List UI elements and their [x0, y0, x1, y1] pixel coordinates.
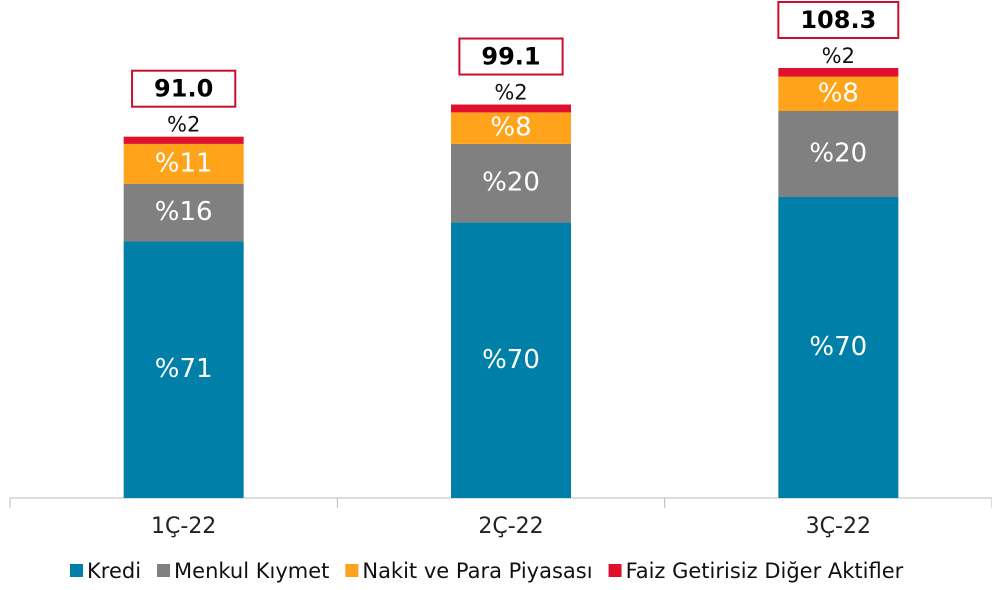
segment-label: %2: [822, 44, 855, 68]
segment-label: %71: [155, 354, 213, 384]
bar-segment: [451, 222, 571, 499]
bar-segment: [123, 183, 244, 242]
segment-label: %11: [155, 148, 213, 178]
legend-swatch: [345, 564, 359, 577]
x-tick-label: 3Ç-22: [806, 514, 871, 539]
bar-segment: [778, 68, 899, 77]
bar-segment: [778, 111, 899, 197]
legend-swatch: [157, 564, 171, 577]
legend-label: Faiz Getirisiz Diğer Aktifler: [626, 559, 904, 583]
segment-label: %8: [818, 78, 859, 108]
bar-segment: [451, 112, 571, 144]
total-box: [777, 1, 900, 39]
legend-label: Kredi: [87, 559, 141, 583]
segment-label: %20: [809, 139, 867, 169]
total-box: [458, 37, 564, 76]
legend-label: Nakit ve Para Piyasası: [362, 559, 592, 583]
segment-label: %70: [809, 332, 867, 362]
segment-label: %2: [494, 81, 527, 105]
segment-label: %20: [482, 168, 540, 198]
bar-segment: [778, 76, 899, 111]
bar-segment: [123, 136, 244, 144]
bar-segment: [123, 143, 244, 184]
legend-label: Menkul Kıymet: [174, 559, 329, 583]
total-label: 91.0: [154, 75, 213, 103]
bar-segment: [123, 241, 244, 499]
x-tick-label: 2Ç-22: [478, 514, 543, 539]
total-label: 108.3: [800, 6, 876, 34]
legend-swatch: [608, 564, 622, 577]
bar-segment: [778, 197, 899, 498]
segment-label: %16: [155, 197, 213, 227]
segment-label: %2: [167, 113, 200, 137]
bar-segment: [451, 104, 571, 113]
total-label: 99.1: [481, 43, 540, 71]
segment-label: %70: [482, 345, 540, 375]
segment-label: %8: [490, 113, 531, 143]
bar-segment: [451, 143, 571, 223]
legend-swatch: [70, 564, 83, 577]
total-box: [131, 69, 237, 108]
x-tick-label: 1Ç-22: [151, 514, 216, 539]
